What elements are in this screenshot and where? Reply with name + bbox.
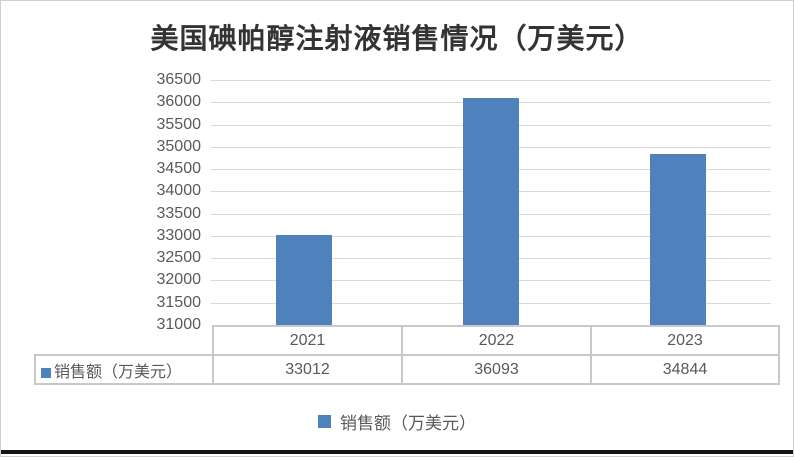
y-axis-tick-label: 33500 bbox=[156, 204, 202, 222]
gridline bbox=[211, 80, 771, 81]
legend-label: 销售额（万美元） bbox=[340, 413, 476, 433]
y-axis-tick-label: 31500 bbox=[156, 293, 202, 311]
y-axis-tick-label: 36000 bbox=[156, 93, 202, 111]
series-value-2021: 33012 bbox=[212, 354, 403, 385]
series-name: 销售额（万美元） bbox=[54, 363, 183, 381]
plot-area bbox=[211, 80, 771, 325]
y-axis-tick-label: 35500 bbox=[156, 115, 202, 133]
data-table-corner-cell bbox=[35, 326, 213, 355]
y-axis-tick-label: 34000 bbox=[156, 182, 202, 200]
chart-title: 美国碘帕醇注射液销售情况（万美元） bbox=[150, 24, 644, 55]
y-axis-tick-label: 34500 bbox=[156, 160, 202, 178]
y-axis-tick-label: 32500 bbox=[156, 249, 202, 267]
series-value-2022: 36093 bbox=[401, 354, 592, 385]
y-axis-tick-label: 36500 bbox=[156, 71, 202, 88]
bar-2023 bbox=[649, 153, 706, 325]
bottom-border-line bbox=[1, 450, 793, 454]
data-table: 2021 2022 2023 销售额（万美元） 33012 36093 34844 bbox=[34, 325, 780, 385]
bar-2022 bbox=[463, 98, 519, 325]
y-axis-tick-label: 35000 bbox=[156, 137, 202, 155]
series-row-header: 销售额（万美元） bbox=[34, 354, 214, 385]
y-axis-tick-label: 33000 bbox=[156, 226, 202, 244]
y-axis-tick-label: 32000 bbox=[156, 271, 202, 289]
legend: 销售额（万美元） bbox=[1, 407, 793, 435]
series-value-2023: 34844 bbox=[590, 354, 780, 385]
legend-swatch-icon bbox=[318, 414, 331, 428]
y-axis-tick-label: 31000 bbox=[156, 316, 202, 333]
legend-key-icon bbox=[41, 367, 51, 378]
category-label-2021: 2021 bbox=[212, 325, 403, 356]
bar-2021 bbox=[276, 235, 333, 325]
category-label-2023: 2023 bbox=[590, 325, 780, 356]
category-label-2022: 2022 bbox=[401, 325, 592, 356]
